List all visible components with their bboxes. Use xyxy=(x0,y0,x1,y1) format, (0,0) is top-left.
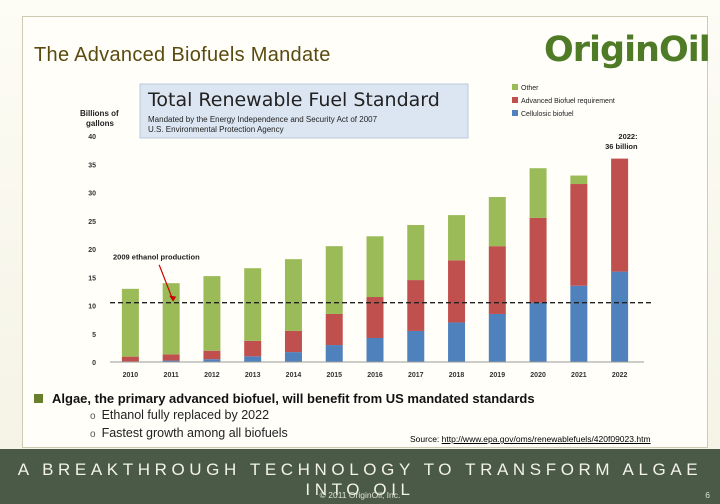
bar-segment xyxy=(325,246,343,314)
bar-segment xyxy=(488,197,506,247)
y-axis-label-line1: Billions of xyxy=(80,109,119,118)
circle-bullet-icon: o xyxy=(90,411,96,422)
bar-segment xyxy=(162,283,180,355)
bar-segment xyxy=(203,359,221,362)
originoil-logo: OriginOil xyxy=(544,30,711,76)
x-tick-label: 2014 xyxy=(286,372,302,379)
legend-swatch xyxy=(512,110,518,116)
chart-title: Total Renewable Fuel Standard xyxy=(147,89,440,111)
chart-subtitle-line1: Mandated by the Energy Independence and … xyxy=(148,115,378,124)
x-tick-label: 2021 xyxy=(571,372,587,379)
copyright: © 2011 OriginOil, Inc. xyxy=(319,490,401,500)
bar-segment xyxy=(529,168,547,218)
sub-bullet-1: o Ethanol fully replaced by 2022 xyxy=(90,408,269,422)
bar-segment xyxy=(611,271,629,362)
bar-segment xyxy=(570,184,588,286)
ethanol-arrow-head xyxy=(169,295,177,302)
page-number: 6 xyxy=(705,490,710,500)
bullet-main: Algae, the primary advanced biofuel, wil… xyxy=(34,391,535,406)
bar-segment xyxy=(407,224,425,281)
legend-entry: Other xyxy=(521,85,539,92)
bar-segment xyxy=(448,215,466,261)
circle-bullet-icon: o xyxy=(90,429,96,440)
source-citation: Source: http://www.epa.gov/oms/renewable… xyxy=(410,434,651,444)
bar-segment xyxy=(162,354,180,361)
chart-container: 0 5 10 15 20 25 30 35 40 Billions of gallons Total … xyxy=(80,82,680,382)
bar-segment xyxy=(284,330,302,353)
bar-segment xyxy=(529,302,547,362)
logo-text: OriginOil xyxy=(544,30,711,70)
bar-segment xyxy=(284,352,302,362)
legend-swatch xyxy=(512,84,518,90)
bullet-main-text: Algae, the primary advanced biofuel, wil… xyxy=(52,391,535,406)
source-link[interactable]: http://www.epa.gov/oms/renewablefuels/42… xyxy=(441,434,651,444)
x-tick-label: 2016 xyxy=(367,372,383,379)
bar-segment xyxy=(407,280,425,331)
x-tick-label: 2020 xyxy=(530,372,546,379)
bar-segment xyxy=(366,297,384,338)
bar-segment xyxy=(570,175,588,185)
ethanol-annotation: 2009 ethanol production xyxy=(113,252,200,261)
y-tick-label: 20 xyxy=(88,247,96,254)
bar-segment xyxy=(611,158,629,272)
legend-swatch xyxy=(512,97,518,103)
x-tick-label: 2019 xyxy=(490,372,506,379)
slide-title: The Advanced Biofuels Mandate xyxy=(34,44,331,66)
x-tick-label: 2012 xyxy=(204,372,220,379)
y-tick-label: 30 xyxy=(88,191,96,198)
final-annotation-line2: 36 billion xyxy=(605,142,638,151)
y-tick-label: 5 xyxy=(92,332,96,339)
y-tick-label: 0 xyxy=(92,360,96,367)
y-tick-label: 35 xyxy=(88,162,96,169)
bar-segment xyxy=(529,217,547,303)
x-tick-label: 2013 xyxy=(245,372,261,379)
bar-segment xyxy=(366,236,384,298)
bar-segment xyxy=(325,313,343,346)
bar-segment xyxy=(244,268,262,341)
tagline: A BREAKTHROUGH TECHNOLOGY TO TRANSFORM A… xyxy=(17,460,703,499)
bar-segment xyxy=(244,340,262,357)
ethanol-annotation-arrow xyxy=(158,264,174,301)
chart-subtitle-line2: U.S. Environmental Protection Agency xyxy=(148,125,284,134)
bar-segment xyxy=(448,260,466,323)
y-tick-label: 40 xyxy=(88,134,96,141)
bar-segment xyxy=(244,356,262,362)
bar-segment xyxy=(448,322,466,362)
x-tick-label: 2018 xyxy=(449,372,465,379)
chart-title-box xyxy=(139,83,469,139)
source-label: Source: xyxy=(410,434,440,444)
bar-segment xyxy=(488,313,506,362)
bar-segment xyxy=(284,259,302,331)
x-tick-label: 2010 xyxy=(123,372,139,379)
bar-segment xyxy=(121,288,139,357)
bar-segment xyxy=(203,350,221,360)
y-tick-label: 15 xyxy=(88,275,96,282)
x-tick-label: 2017 xyxy=(408,372,424,379)
bar-segment xyxy=(121,356,139,362)
sub-bullet-2: o Fastest growth among all biofuels xyxy=(90,426,288,440)
sub-bullet-2-text: Fastest growth among all biofuels xyxy=(101,426,288,440)
legend-entry: Advanced Biofuel requirement xyxy=(521,98,615,105)
y-axis-label-line2: gallons xyxy=(86,119,115,128)
bullet-square-icon xyxy=(34,394,43,404)
final-annotation-line1: 2022: xyxy=(618,132,637,141)
y-tick-label: 10 xyxy=(88,304,96,311)
bar-segment xyxy=(366,337,384,362)
bar-segment xyxy=(407,330,425,362)
x-tick-label: 2015 xyxy=(326,372,342,379)
legend-entry: Cellulosic biofuel xyxy=(521,111,574,118)
bar-segment xyxy=(203,276,221,351)
bar-segment xyxy=(325,345,343,362)
bar-segment xyxy=(162,360,180,362)
sub-bullet-1-text: Ethanol fully replaced by 2022 xyxy=(101,408,270,422)
x-tick-label: 2022 xyxy=(612,372,628,379)
x-tick-label: 2011 xyxy=(164,372,179,379)
bar-segment xyxy=(488,246,506,314)
y-tick-label: 25 xyxy=(88,219,96,226)
footer-band xyxy=(0,449,720,504)
bar-segment xyxy=(570,285,588,362)
